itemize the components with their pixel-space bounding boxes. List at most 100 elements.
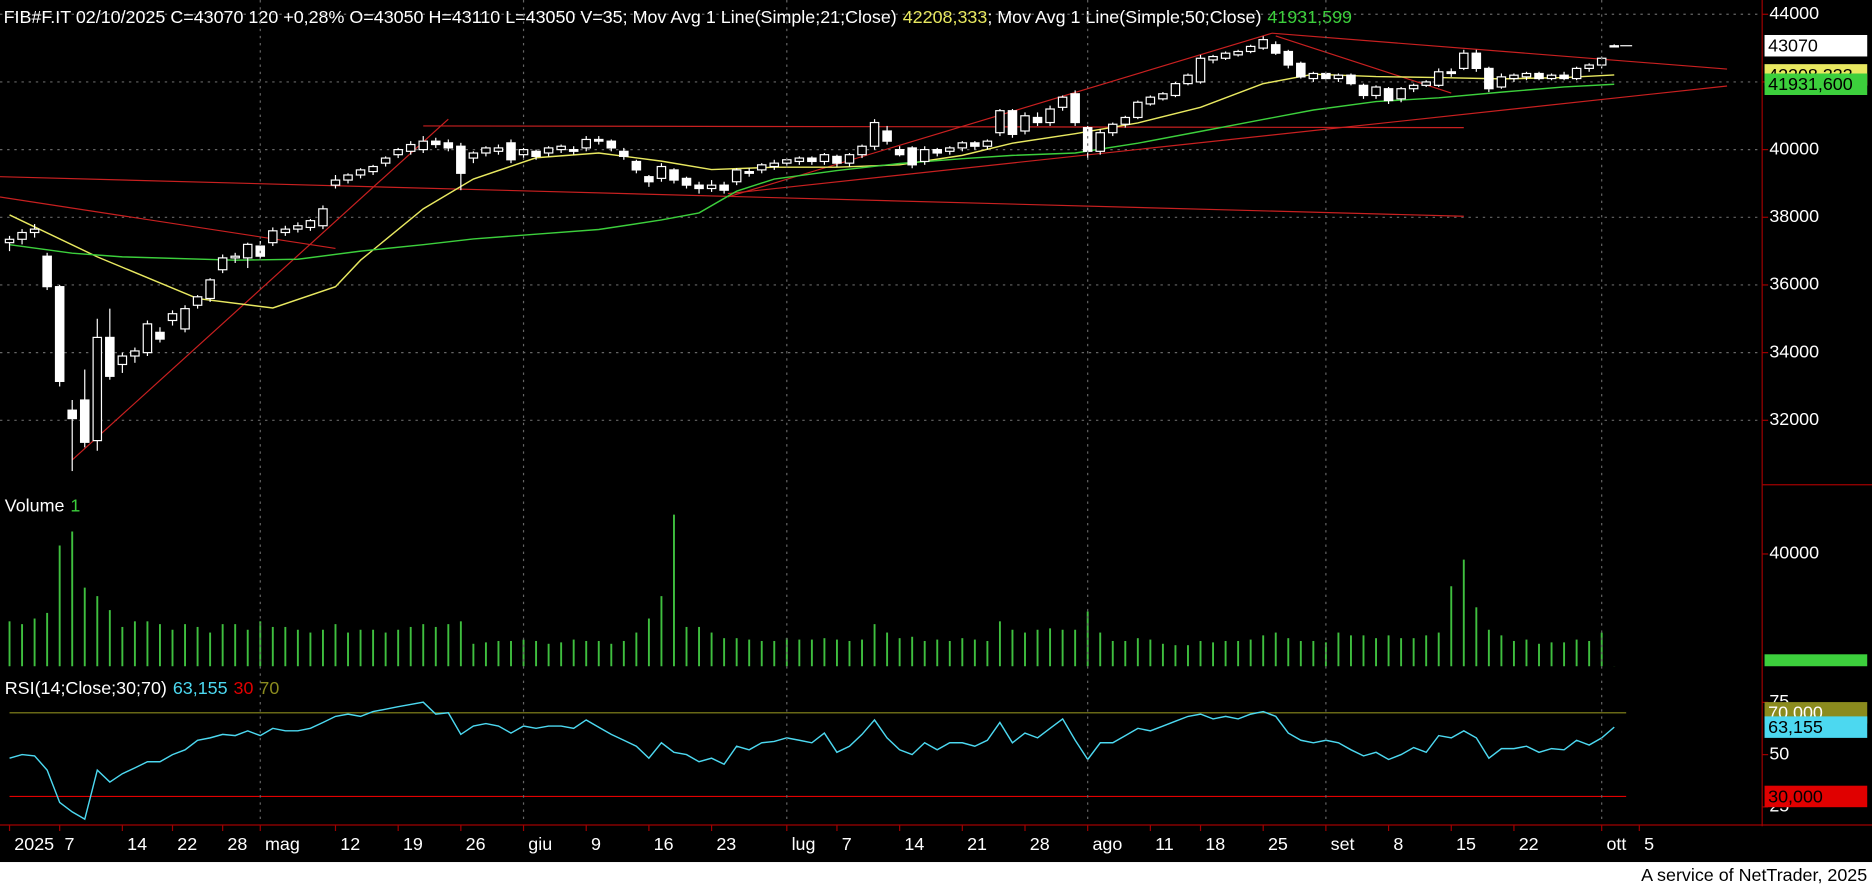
candle-body (644, 176, 654, 183)
candle-body (280, 228, 291, 234)
candle-body (819, 154, 830, 163)
chart-header: FIB#F.IT 02/10/2025 C=43070 120 +0,28% O… (4, 7, 1352, 27)
candle-body (1534, 72, 1544, 80)
panel-title: RSI(14;Close;30;70) (5, 678, 167, 698)
x-tick-label: 2025 (14, 834, 54, 854)
candle-body (1408, 84, 1419, 90)
candle-body (1383, 88, 1394, 102)
candle-body (1183, 74, 1193, 85)
candle-body (443, 142, 454, 149)
y-tick-label: 32000 (1769, 409, 1819, 429)
y-tick-label: 40000 (1769, 138, 1819, 158)
candle-body (568, 149, 579, 152)
candle-body (405, 143, 416, 152)
candle-body (493, 147, 504, 152)
candle-body (531, 150, 541, 157)
x-tick-label: 15 (1456, 834, 1476, 854)
ma-axis-label: 41931,600 (1768, 74, 1853, 94)
x-tick-label: ago (1092, 834, 1122, 854)
candle-body (79, 399, 90, 443)
candle-body (869, 121, 880, 147)
rsi-axis-label-box (1764, 716, 1868, 738)
candle-body (995, 110, 1005, 134)
x-tick-label: 28 (1030, 834, 1050, 854)
candle-body (1208, 55, 1218, 61)
candle-body (268, 230, 278, 244)
candle-body (794, 157, 805, 163)
candle-body (1358, 84, 1369, 97)
candle-body (1296, 62, 1306, 78)
candle-body (706, 184, 717, 190)
series-line (9, 701, 1615, 821)
candle-body (1546, 74, 1557, 80)
candle-body (832, 155, 842, 164)
x-tick-label: 22 (1519, 834, 1539, 854)
candle-body (907, 147, 917, 166)
candle-body (719, 184, 729, 191)
candle-body (1107, 123, 1118, 134)
candle-body (1521, 72, 1532, 78)
candle-body (1195, 57, 1206, 83)
candle-body (1145, 96, 1156, 105)
x-tick-label: 11 (1155, 834, 1174, 854)
x-tick-label: 12 (340, 834, 360, 854)
candle-body (17, 231, 27, 240)
candle-body (130, 350, 140, 357)
candle-body (1245, 45, 1256, 53)
volume-axis-marker (1764, 654, 1868, 667)
level-axis-label: 30,000 (1768, 786, 1823, 806)
candle-body (1158, 93, 1168, 100)
legend-name: ; Mov Avg 1 Line(Simple;21;Close) (623, 7, 897, 27)
x-tick-label: 22 (177, 834, 197, 854)
legend-name: ; Mov Avg 1 Line(Simple;50;Close) (987, 7, 1261, 27)
last-price-label-box (1764, 34, 1868, 57)
x-tick-label: giu (528, 834, 552, 854)
candle-body (167, 313, 178, 322)
y-tick-label: 44000 (1769, 3, 1819, 23)
candle-body (293, 225, 303, 230)
trendline (71, 118, 449, 461)
candle-body (957, 142, 968, 149)
panel-label: Volume 1 (5, 495, 81, 515)
candle-body (756, 164, 767, 171)
candle-body (1032, 116, 1043, 124)
x-tick-label: lug (792, 834, 816, 854)
candle-body (1045, 108, 1055, 124)
candle-body (844, 154, 855, 164)
trendline (423, 125, 1464, 129)
candle-body (1559, 74, 1569, 80)
candle-body (1258, 39, 1268, 49)
x-tick-label: mag (265, 834, 300, 854)
candle-body (681, 177, 692, 186)
candle-body (1120, 116, 1131, 125)
candle-body (606, 140, 617, 149)
candle-body (217, 257, 228, 271)
candle-body (318, 208, 328, 227)
candle-body (92, 336, 103, 442)
x-tick-label: 14 (904, 834, 924, 854)
candle-body (857, 145, 867, 156)
candle-body (1057, 96, 1068, 108)
candle-body (1070, 93, 1080, 124)
candle-body (418, 140, 429, 151)
candle-body (1509, 74, 1519, 80)
candle-body (29, 228, 40, 234)
candle-body (1433, 71, 1444, 86)
x-tick-label: 9 (591, 834, 601, 854)
candle-body (982, 140, 993, 147)
candle-body (731, 169, 742, 183)
candle-body (230, 255, 240, 259)
candle-body (669, 169, 679, 181)
x-tick-label: 21 (967, 834, 987, 854)
x-tick-label: 14 (127, 834, 147, 854)
candle-body (1170, 83, 1181, 97)
footer-band (0, 862, 1872, 888)
x-tick-label: 7 (64, 834, 74, 854)
x-tick-label: 5 (1644, 834, 1654, 854)
candle-body (330, 179, 341, 186)
y-tick-label: 50 (1769, 743, 1789, 763)
candle-body (1308, 72, 1319, 80)
candle-body (694, 184, 704, 190)
candle-body (1571, 67, 1582, 80)
